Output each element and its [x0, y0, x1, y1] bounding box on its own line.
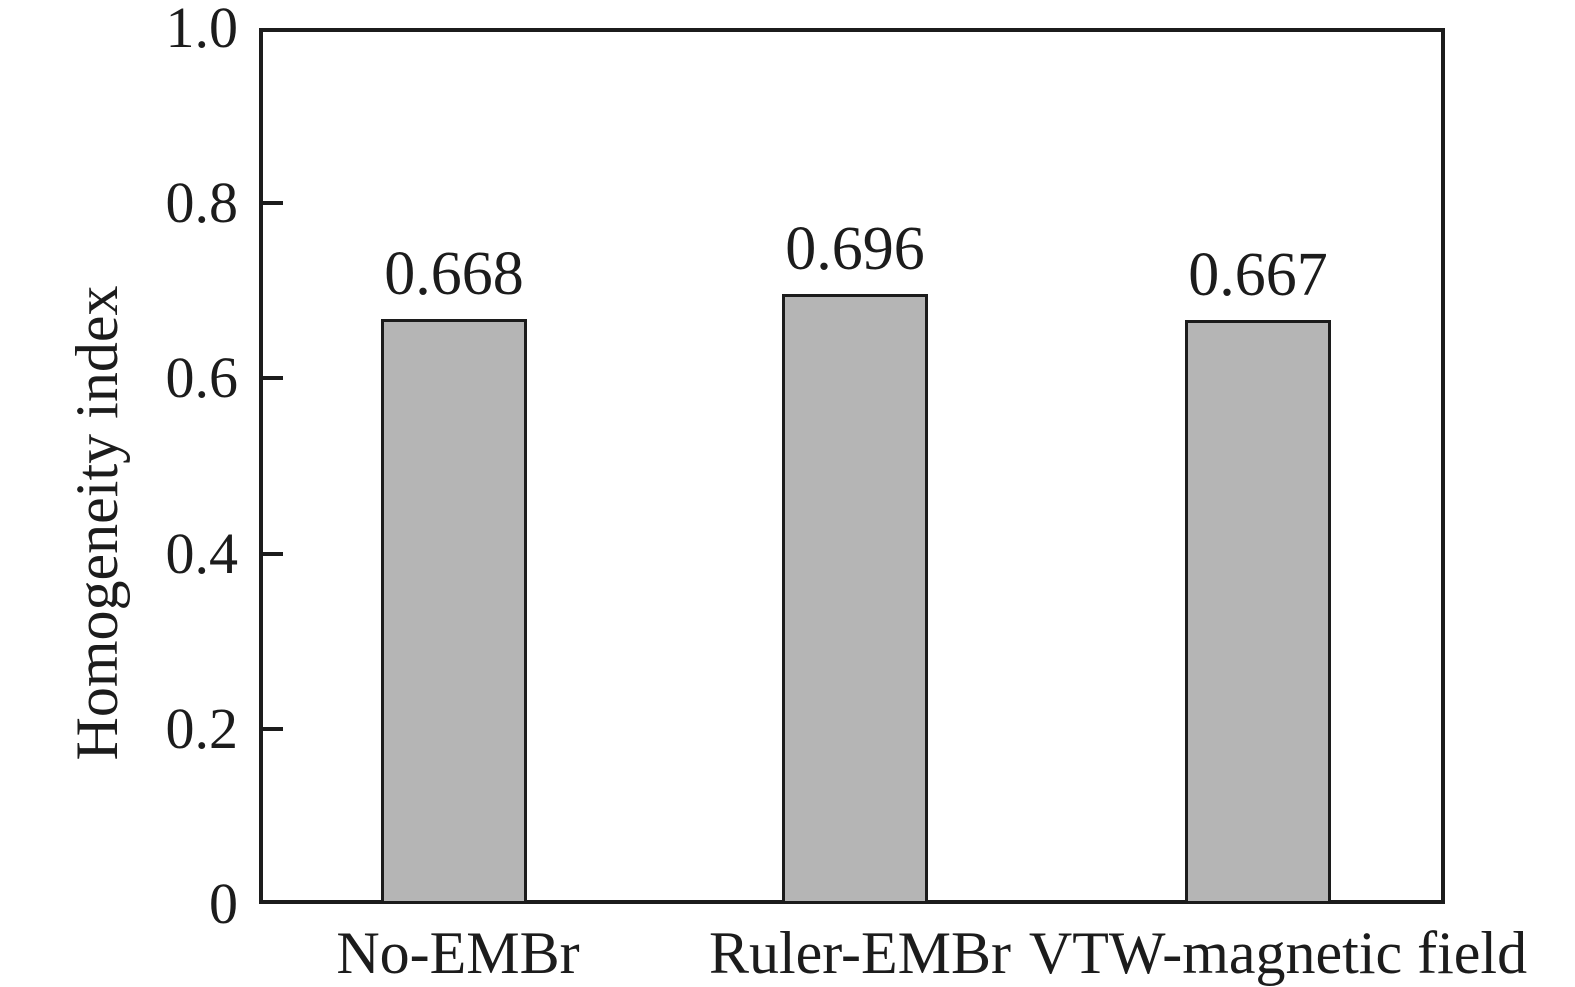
bar-ruler-embr: [782, 294, 928, 904]
bar-vtw-magnetic-field: [1185, 319, 1331, 904]
x-category-label: VTW-magnetic field: [1028, 920, 1528, 986]
y-tick-mark: [263, 376, 283, 381]
bar-value-label: 0.667: [1188, 240, 1328, 309]
x-category-label: No-EMBr: [336, 920, 580, 986]
y-tick-mark: [263, 201, 283, 206]
y-tick-label: 0.6: [165, 345, 239, 411]
y-tick-label: 0.4: [165, 520, 239, 586]
y-tick-label: 0.2: [165, 695, 239, 761]
y-tick-mark: [263, 726, 283, 731]
y-tick-label: 0.8: [165, 170, 239, 236]
y-tick-mark: [263, 551, 283, 556]
y-tick-label: 0: [209, 871, 238, 936]
bar-value-label: 0.696: [785, 215, 925, 284]
y-tick-label: 1.0: [165, 0, 239, 60]
x-category-label: Ruler-EMBr: [708, 920, 1012, 986]
bar-value-label: 0.668: [384, 239, 524, 308]
bar-no-embr: [381, 318, 527, 904]
